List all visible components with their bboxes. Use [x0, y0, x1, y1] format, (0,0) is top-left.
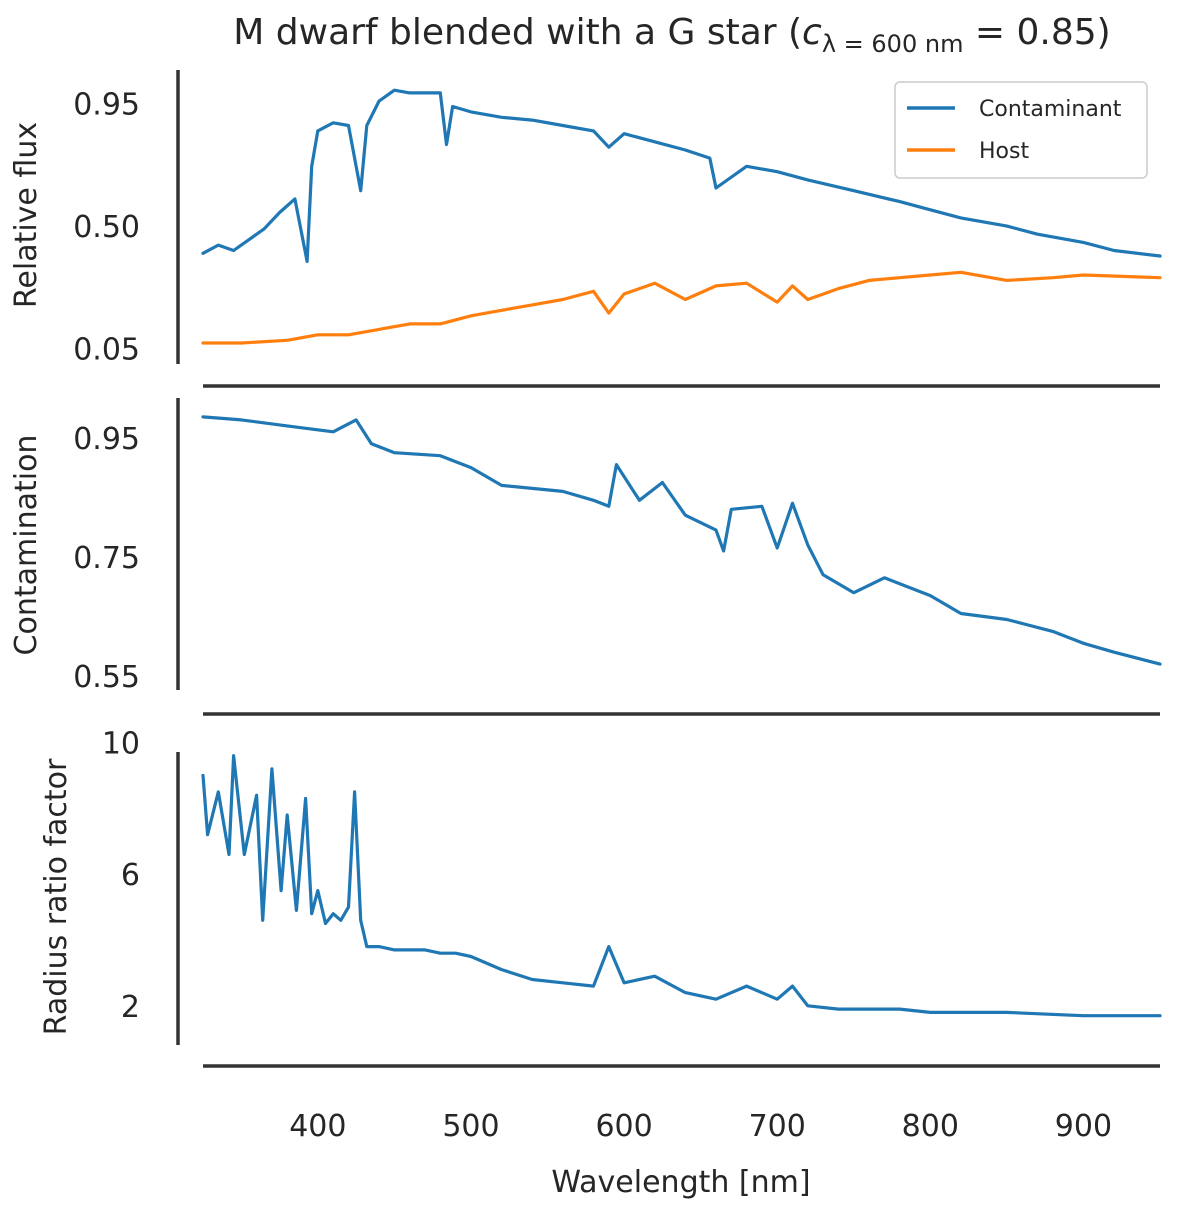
panel-flux-series-host [201, 270, 1162, 345]
legend-frame [894, 81, 1148, 179]
x-tick-label: 600 [595, 1109, 652, 1144]
panel-radius-y-axis-label: Radius ratio factor [39, 758, 74, 1035]
panel-radius-y-tick-label: 2 [121, 990, 140, 1025]
panel-contamination-y-tick-label: 0.55 [73, 660, 140, 695]
x-tick-label: 500 [442, 1109, 499, 1144]
panel-contamination-y-axis-label: Contamination [9, 435, 44, 656]
panel-contamination: 0.55 0.75 0.95 Contamination [9, 398, 1162, 716]
x-tick-label: 400 [289, 1109, 346, 1144]
x-axis-label: Wavelength [nm] [551, 1165, 810, 1200]
chart-title-suffix: = 0.85) [963, 12, 1110, 53]
panel-flux-legend: Contaminant Host [894, 81, 1148, 179]
chart-title: M dwarf blended with a G star (cλ = 600 … [233, 12, 1110, 58]
panel-flux-y-axis-label: Relative flux [9, 122, 44, 308]
panel-contamination-y-tick-label: 0.75 [73, 541, 140, 576]
chart-title-prefix: M dwarf blended with a G star ( [233, 12, 802, 53]
panel-radius-y-tick-label: 10 [102, 727, 140, 762]
panel-contamination-series-contamination [201, 415, 1162, 666]
chart-title-subscript: λ = 600 nm [822, 30, 964, 58]
chart-title-symbol: c [802, 12, 822, 53]
x-tick-label: 800 [902, 1109, 959, 1144]
panel-contamination-y-tick-label: 0.95 [73, 422, 140, 457]
panel-radius: 2 6 10 Radius ratio factor [39, 727, 1162, 1068]
x-tick-label: 700 [749, 1109, 806, 1144]
panel-radius-y-tick-label: 6 [121, 858, 140, 893]
panel-flux-y-tick-label: 0.50 [73, 210, 140, 245]
x-axis: 400 500 600 700 800 900 [289, 1109, 1112, 1144]
x-tick-label: 900 [1055, 1109, 1112, 1144]
legend-label-contaminant: Contaminant [979, 97, 1122, 122]
legend-label-host: Host [979, 139, 1029, 164]
panel-flux-y-tick-label: 0.95 [73, 88, 140, 123]
panel-radius-series-radius-ratio-factor [201, 754, 1162, 1018]
panel-flux-series-contaminant [201, 88, 1162, 263]
panel-flux: 0.05 0.50 0.95 Relative flux Contaminant Host [9, 70, 1162, 388]
panel-flux-y-tick-label: 0.05 [73, 332, 140, 367]
chart-panels: 0.05 0.50 0.95 Relative flux Contaminant Host… [9, 70, 1162, 1068]
